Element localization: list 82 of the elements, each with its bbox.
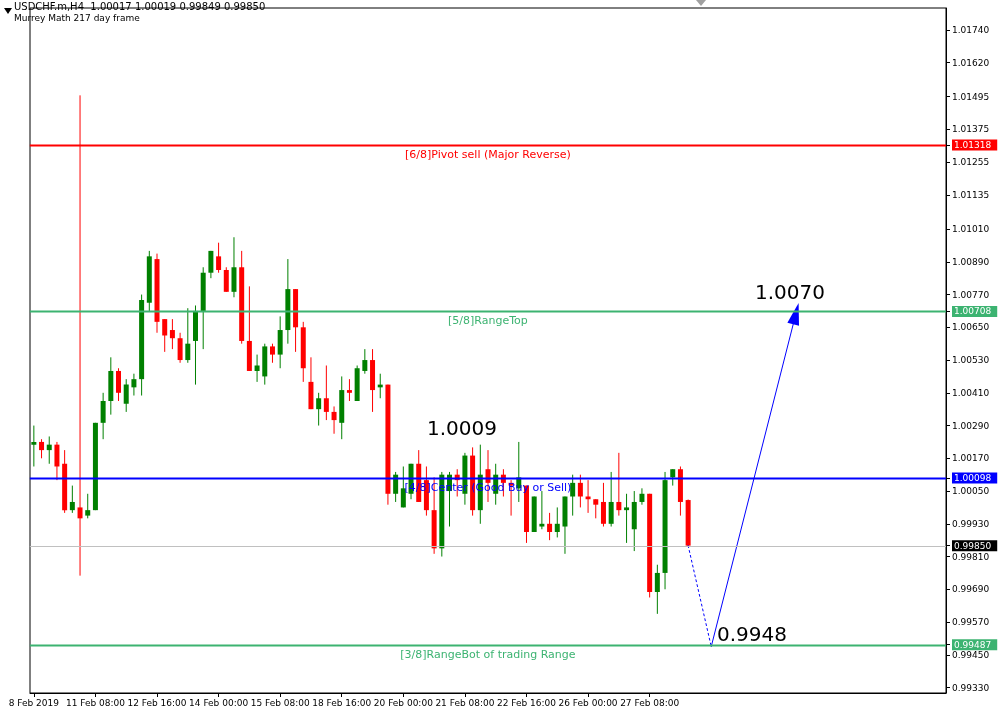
- y-tick-label: 1.01318: [954, 140, 992, 150]
- candlestick: [639, 487, 645, 506]
- candlestick: [85, 493, 91, 519]
- y-tick-label: 1.00410: [952, 387, 990, 398]
- candlestick: [162, 318, 168, 353]
- y-tick-label: 1.00650: [952, 322, 990, 333]
- candlestick: [223, 266, 229, 293]
- candlestick: [624, 493, 630, 544]
- candlestick: [216, 242, 222, 274]
- y-tick-label: 0.99850: [954, 540, 992, 551]
- candlestick: [570, 474, 576, 517]
- candlestick: [331, 405, 337, 435]
- text: Murrey Math 217 day frame: [14, 12, 141, 23]
- candlestick: [547, 512, 553, 541]
- annotation: 1.0009: [427, 416, 497, 440]
- candlestick: [39, 438, 45, 459]
- candlestick: [169, 318, 175, 350]
- x-tick-label: 11 Feb 08:00: [65, 697, 126, 708]
- candlestick: [600, 482, 606, 528]
- annotation: 1.0070: [755, 279, 825, 304]
- x-tick-label: 18 Feb 16:00: [312, 697, 372, 708]
- candlestick: [116, 367, 122, 402]
- y-tick-label: 1.00890: [952, 256, 990, 267]
- x-tick-label: 27 Feb 08:00: [620, 697, 680, 708]
- ref-line-label: [3/8]RangeBot of trading Range: [400, 647, 576, 661]
- x-tick-label: 22 Feb 16:00: [496, 697, 557, 708]
- candlestick: [123, 378, 129, 413]
- annotation: 0.9948: [717, 621, 787, 646]
- candlestick: [608, 471, 614, 528]
- x-tick-label: 14 Feb 00:00: [189, 697, 249, 708]
- y-tick-label: 1.01620: [952, 57, 990, 68]
- candlestick: [185, 307, 191, 364]
- y-tick-label: 0.99930: [952, 518, 990, 529]
- x-tick-label: 12 Feb 16:00: [127, 697, 187, 708]
- candlestick: [69, 485, 75, 514]
- y-tick-label: 0.99450: [952, 649, 990, 660]
- candlestick: [31, 425, 37, 467]
- y-tick-label: 1.01740: [952, 24, 990, 35]
- candlestick: [100, 392, 106, 440]
- x-tick-label: 26 Feb 00:00: [558, 697, 618, 708]
- x-tick-label: 21 Feb 08:00: [435, 697, 495, 708]
- y-tick-label: 1.00708: [954, 306, 992, 317]
- candlestick: [400, 465, 406, 508]
- x-tick-label: 15 Feb 08:00: [250, 697, 310, 708]
- y-tick-label: 1.00530: [952, 355, 990, 366]
- y-tick-label: 1.01010: [952, 224, 990, 235]
- candlestick: [346, 378, 352, 402]
- y-tick-label: 1.00050: [952, 486, 990, 497]
- y-tick-label: 1.00170: [952, 453, 990, 464]
- y-tick-label: 0.99330: [952, 682, 990, 693]
- candlestick: [323, 365, 329, 421]
- candlestick: [208, 250, 214, 279]
- y-tick-label: 0.99570: [952, 617, 990, 628]
- y-tick-label: 1.00770: [952, 289, 990, 300]
- y-tick-label: 0.99690: [952, 584, 990, 595]
- y-tick-label: 1.01495: [952, 91, 990, 102]
- candlestick: [177, 332, 183, 364]
- y-tick-label: 1.01255: [952, 157, 990, 168]
- y-tick-label: 1.01135: [952, 189, 990, 200]
- x-tick-label: 8 Feb 2019: [8, 697, 60, 708]
- candlestick: [593, 498, 599, 519]
- y-tick-label: 1.00290: [952, 420, 990, 431]
- candlestick: [616, 452, 622, 517]
- candlestick: [577, 474, 583, 508]
- candlestick: [269, 343, 275, 364]
- ref-line-label: [5/8]RangeTop: [448, 313, 528, 327]
- x-tick-label: 20 Feb 00:00: [373, 697, 434, 708]
- candlestick: [316, 392, 322, 427]
- y-tick-label: 1.01375: [952, 124, 990, 135]
- ref-line-label: [6/8]Pivot sell (Major Reverse): [405, 147, 571, 161]
- candlestick: [46, 435, 52, 465]
- candlestick: [254, 354, 260, 383]
- candlestick: [539, 490, 545, 530]
- y-tick-label: 1.00098: [954, 472, 992, 483]
- candlestick: [654, 564, 660, 615]
- y-tick-label: 0.99487: [954, 639, 992, 650]
- candlestick: [131, 373, 137, 397]
- y-tick-label: 0.99810: [952, 551, 990, 562]
- candlestick: [362, 348, 368, 375]
- candlestick: [554, 506, 560, 538]
- chart-title: USDCHF.m,H4 1.00017 1.00019 0.99849 0.99850: [14, 0, 266, 12]
- candlestick: [54, 441, 60, 481]
